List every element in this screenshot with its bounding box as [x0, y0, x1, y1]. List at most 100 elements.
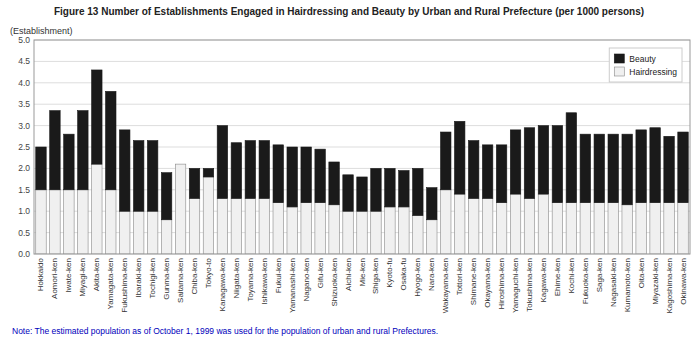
bar	[622, 205, 632, 254]
x-tick-label: Shimane-ken	[469, 258, 478, 305]
bar	[496, 145, 506, 203]
bar	[161, 220, 171, 254]
grid-line	[34, 82, 690, 83]
bar	[189, 168, 199, 198]
grid-line	[34, 147, 690, 148]
bar	[231, 143, 241, 199]
x-tick-label: Hiroshima-ken	[497, 258, 506, 310]
bar	[315, 203, 325, 254]
x-tick-label: Saitama-ken	[176, 258, 185, 303]
bar	[50, 190, 60, 254]
y-tick-label: 4.5	[18, 56, 30, 66]
bars	[36, 70, 689, 254]
x-tick-label: Miyagi-ken	[78, 258, 87, 297]
bar	[427, 220, 437, 254]
bar	[329, 205, 339, 254]
bar	[189, 198, 199, 254]
bar	[133, 211, 143, 254]
x-tick-label: Akita-ken	[92, 258, 101, 291]
grid-line	[34, 168, 690, 169]
x-tick-label: Nara-ken	[427, 258, 436, 291]
x-tick-label: Chiba-ken	[190, 258, 199, 294]
bar	[357, 177, 367, 211]
bar	[608, 203, 618, 254]
bar	[36, 190, 46, 254]
x-tick-label: Hyogo-ken	[413, 258, 422, 297]
bar	[510, 130, 520, 194]
grid-line	[34, 104, 690, 105]
y-tick-label: 3.0	[18, 121, 30, 131]
x-tick-label: Kagawa-ken	[539, 258, 548, 302]
series	[36, 70, 689, 220]
bar	[678, 132, 688, 203]
bar	[161, 173, 171, 220]
bar	[608, 134, 618, 202]
x-tick-label: Tochigi-ken	[148, 258, 157, 298]
bar	[427, 188, 437, 220]
y-tick-label: 5.0	[18, 35, 30, 45]
bar	[566, 113, 576, 203]
bar	[468, 141, 478, 199]
bar	[399, 207, 409, 254]
bar	[64, 190, 74, 254]
plot-frame	[34, 40, 690, 254]
bar	[482, 198, 492, 254]
x-tick-label: Tokyo-to	[204, 257, 213, 288]
bar	[441, 190, 451, 254]
bar	[343, 175, 353, 211]
x-tick-label: Wakayama-ken	[441, 258, 450, 313]
bar	[92, 70, 102, 164]
bar	[329, 162, 339, 205]
x-tick-label: Shizuoka-ken	[330, 258, 339, 306]
bar	[524, 128, 534, 199]
bar	[50, 111, 60, 190]
x-tick-label: Fukushima-ken	[120, 258, 129, 313]
bar	[133, 141, 143, 212]
y-tick-label: 0.0	[18, 249, 30, 259]
bar	[175, 164, 185, 165]
bar	[259, 141, 269, 199]
grid-line	[34, 61, 690, 62]
title: Figure 13 Number of Establishments Engag…	[54, 6, 644, 17]
y-tick-label: 1.5	[18, 185, 30, 195]
y-tick-label: 4.0	[18, 78, 30, 88]
x-tick-label: Mie-ken	[358, 258, 367, 286]
legend-swatch	[614, 67, 624, 76]
x-tick-label: Miyazaki-ken	[651, 258, 660, 305]
bar	[147, 141, 157, 212]
bar	[510, 194, 520, 254]
bar	[385, 168, 395, 207]
x-tick-label: Gifu-ken	[316, 258, 325, 288]
x-tick-label: Kyoto-fu	[385, 258, 394, 288]
x-tick-label: Hokkaido	[36, 257, 45, 291]
bar	[482, 145, 492, 199]
x-tick-label: Gunma-ken	[162, 258, 171, 300]
x-tick-label: Shiga-ken	[371, 258, 380, 294]
bar	[552, 203, 562, 254]
bar	[496, 203, 506, 254]
bar	[524, 198, 534, 254]
bar	[594, 203, 604, 254]
x-tick-label: Kanagawa-ken	[218, 258, 227, 311]
x-tick-label: Yamagata-ken	[106, 258, 115, 309]
legend-label: Beauty	[629, 54, 656, 64]
bar	[413, 215, 423, 254]
bar	[287, 207, 297, 254]
x-tick-label: Iwate-ken	[64, 258, 73, 293]
bar	[454, 121, 464, 194]
bar	[273, 203, 283, 254]
bar	[413, 168, 423, 215]
legend-swatch	[614, 54, 624, 63]
x-tick-label: Tottori-ken	[455, 258, 464, 295]
bar	[259, 198, 269, 254]
x-tick-label: Kagoshima-ken	[665, 258, 674, 314]
bar	[315, 149, 325, 203]
bar	[203, 168, 213, 177]
bar	[664, 136, 674, 202]
bar	[147, 211, 157, 254]
bar	[538, 194, 548, 254]
bar	[231, 198, 241, 254]
bar	[119, 130, 129, 211]
x-axis: HokkaidoAomori-kenIwate-kenMiyagi-kenAki…	[36, 257, 687, 313]
legend: BeautyHairdressing	[609, 48, 682, 82]
